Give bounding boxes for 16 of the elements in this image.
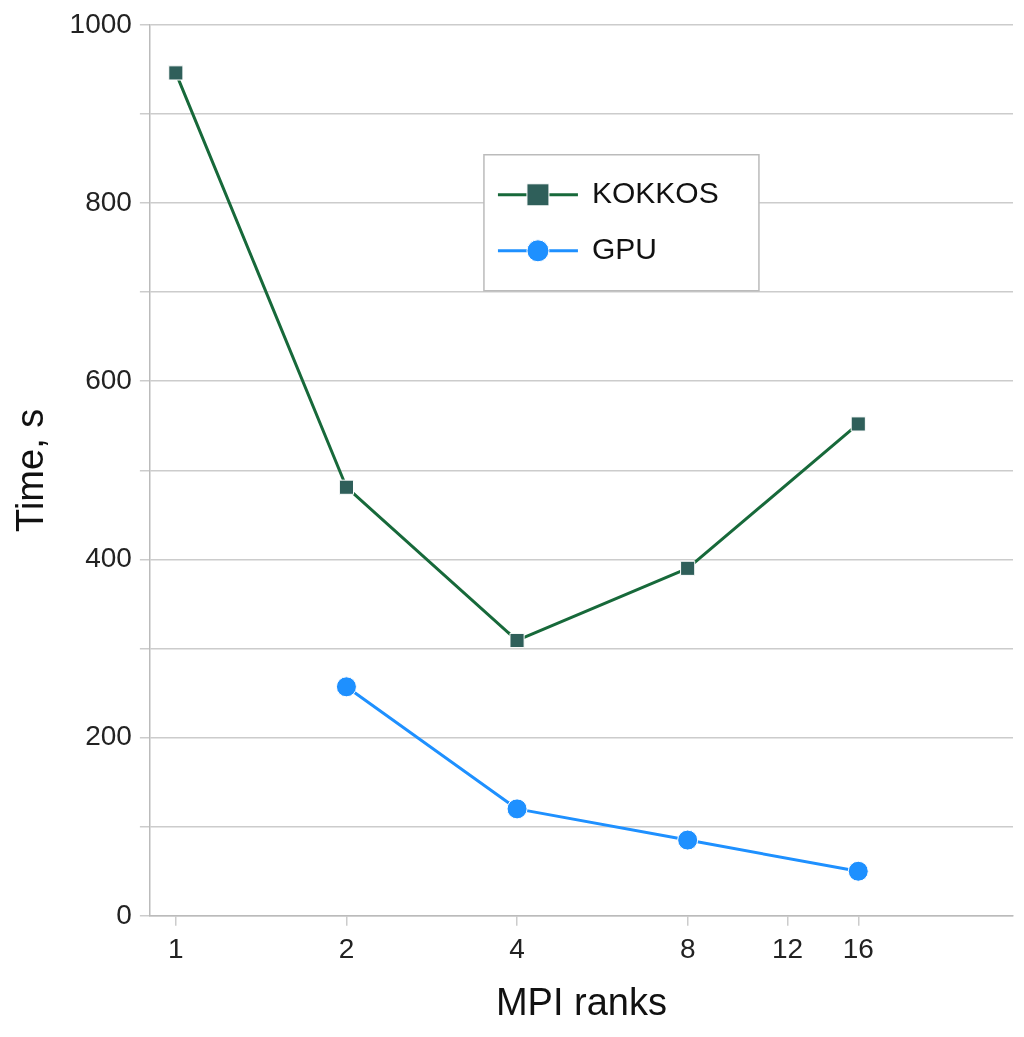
y-tick-label: 1000 [69, 7, 132, 39]
y-axis-title: Time, s [9, 408, 52, 532]
y-tick-label: 200 [85, 720, 132, 752]
legend-label: KOKKOS [591, 176, 719, 210]
x-tick-label: 4 [509, 933, 525, 965]
x-tick-label: 1 [168, 933, 184, 965]
y-tick-label: 0 [116, 898, 132, 930]
x-tick-label: 12 [771, 933, 804, 965]
y-tick-label: 800 [85, 185, 132, 217]
legend-label: GPU [591, 232, 657, 266]
x-tick-label: 2 [338, 933, 355, 965]
x-tick-label: 8 [679, 933, 696, 965]
y-tick-label: 400 [85, 542, 132, 574]
x-axis-title: MPI ranks [495, 980, 667, 1023]
x-tick-label: 16 [842, 933, 874, 965]
y-tick-label: 600 [85, 363, 132, 395]
